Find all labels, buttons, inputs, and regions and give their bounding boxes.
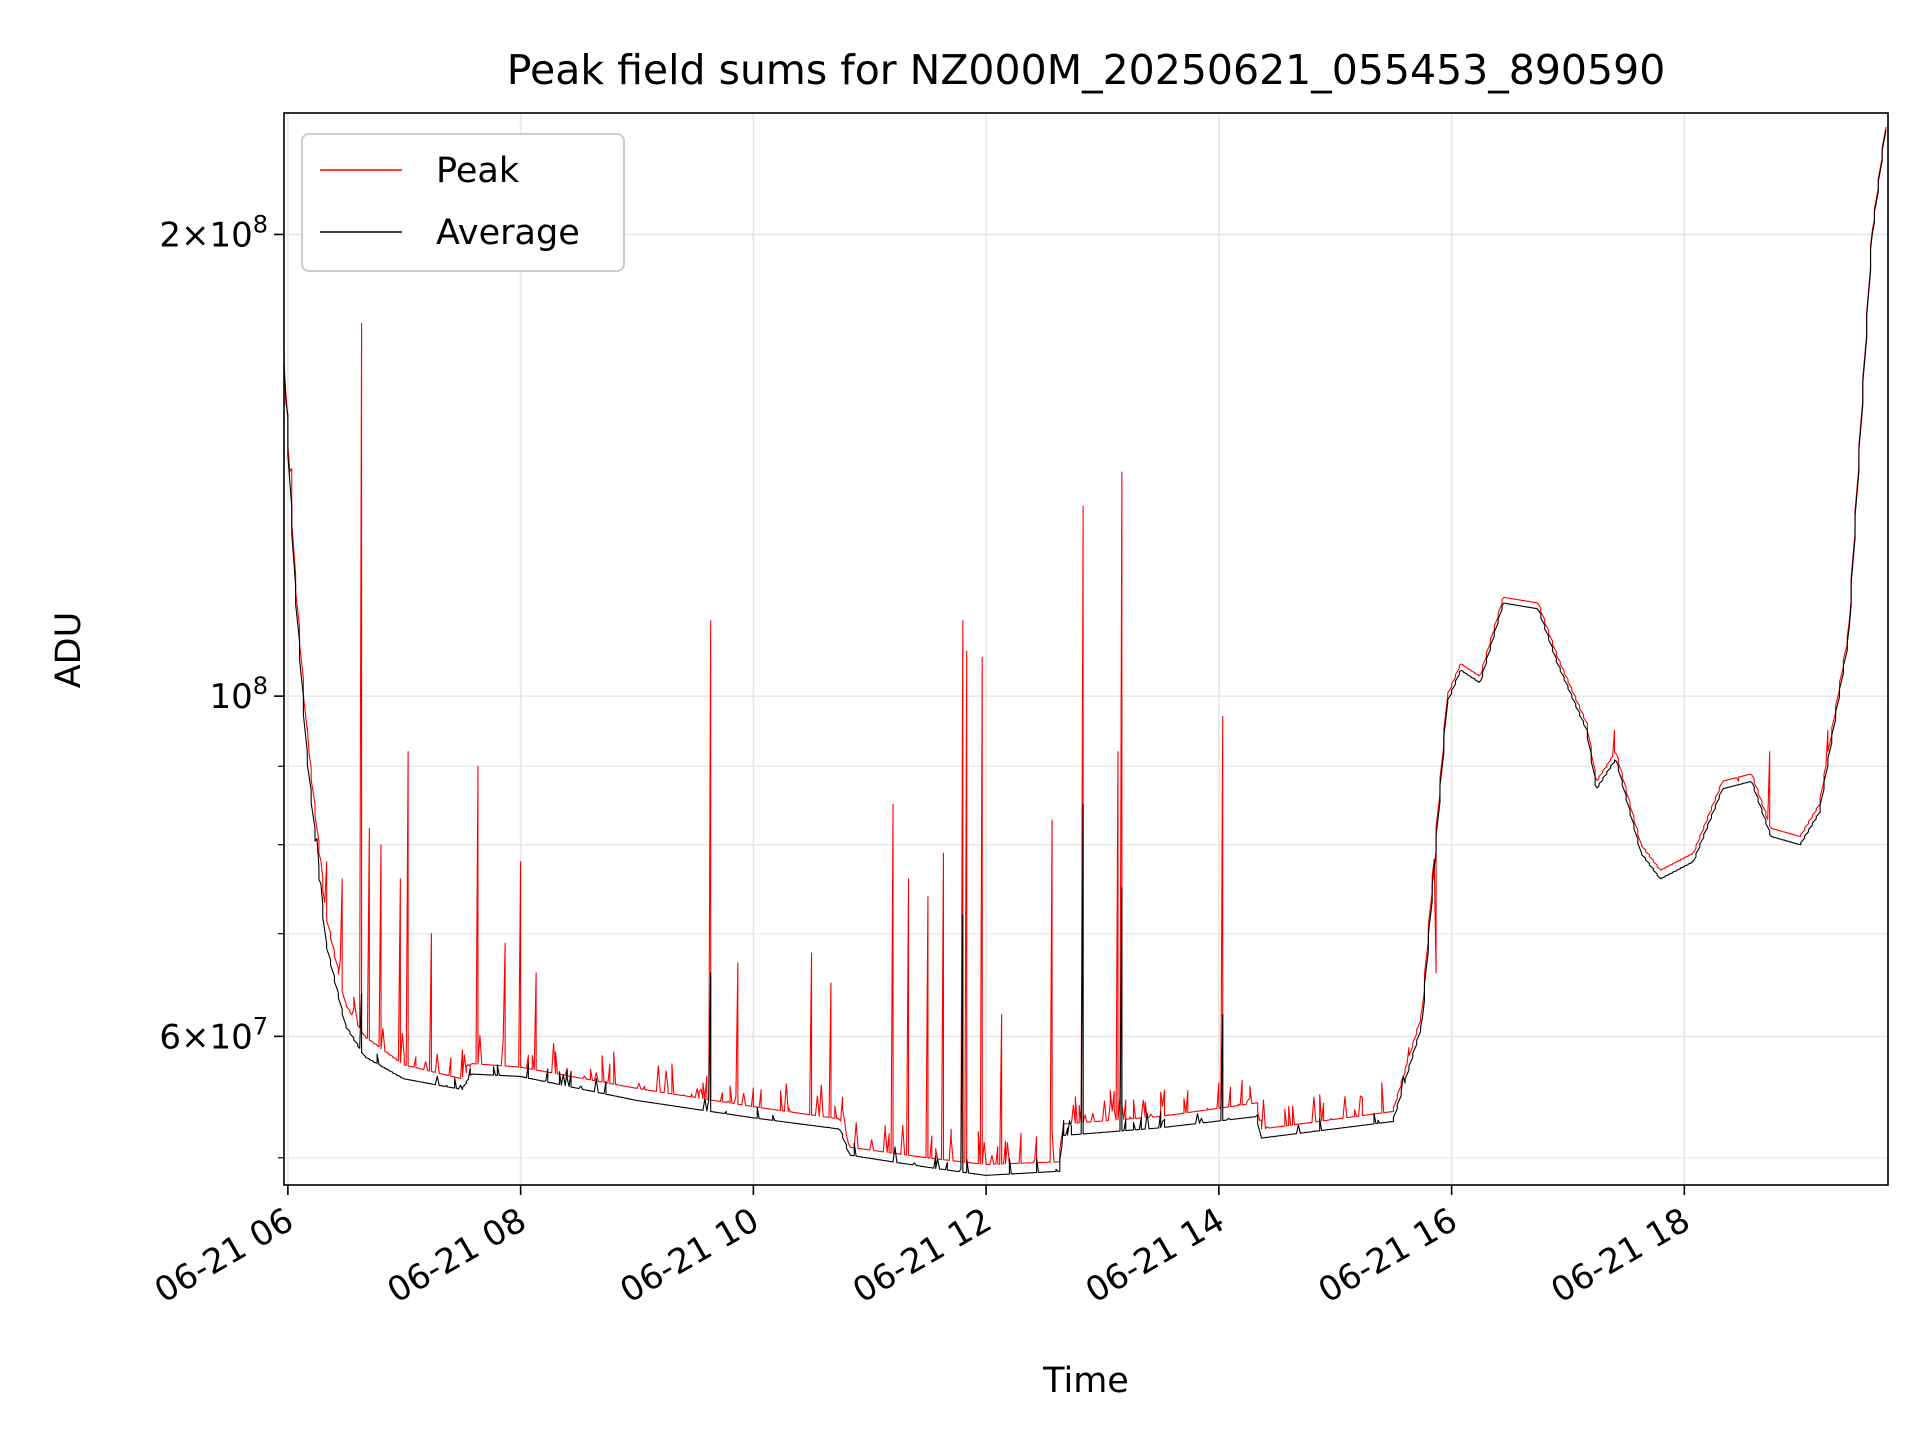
grid-lines bbox=[284, 113, 1888, 1185]
chart-title: Peak field sums for NZ000M_20250621_0554… bbox=[507, 46, 1666, 94]
series-line-peak bbox=[284, 126, 1887, 1166]
plot-frame bbox=[283, 112, 1889, 1186]
y-tick-label-1: 108 bbox=[209, 672, 268, 717]
series-layer bbox=[284, 126, 1887, 1176]
legend-average-label: Average bbox=[436, 213, 580, 253]
y-tick-label-0: 6×107 bbox=[159, 1012, 268, 1057]
legend-peak-label: Peak bbox=[436, 151, 520, 191]
x-axis-label: Time bbox=[1042, 1361, 1129, 1401]
legend-box bbox=[301, 133, 625, 272]
y-axis-label: ADU bbox=[49, 612, 89, 689]
series-line-average bbox=[284, 129, 1887, 1176]
legend: Peak Average bbox=[301, 133, 625, 272]
y-tick-label-2: 2×108 bbox=[159, 210, 268, 255]
y-axis-ticks: 6×107 108 2×108 bbox=[159, 210, 284, 1159]
